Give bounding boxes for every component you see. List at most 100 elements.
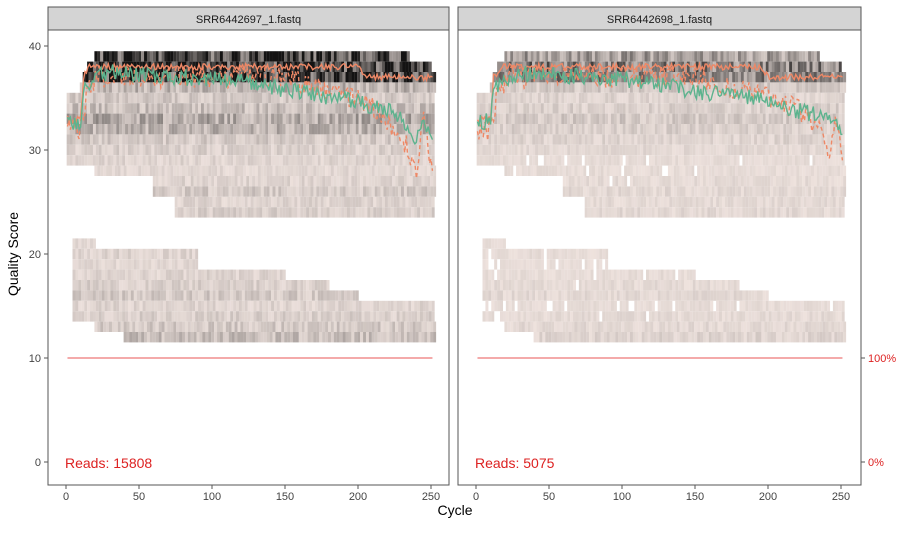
heatmap-cell [133,248,137,260]
heatmap-cell [218,155,222,166]
heatmap-cell [399,207,403,218]
heatmap-cell [291,103,295,114]
heatmap-cell [225,321,229,332]
heatmap-cell [581,92,585,104]
heatmap-cell [523,280,527,291]
heatmap-cell [695,196,699,208]
heatmap-cell [256,144,260,156]
heatmap-cell [584,300,588,312]
heatmap-cell [659,82,663,93]
heatmap-cell [90,311,94,322]
heatmap-cell [758,82,762,93]
heatmap-cell [754,290,758,301]
heatmap-cell [313,72,317,83]
heatmap-cell [259,269,263,280]
heatmap-cell [625,300,629,312]
heatmap-cell [770,176,774,187]
heatmap-cell [482,311,486,322]
heatmap-cell [713,280,717,291]
heatmap-cell [612,82,616,93]
heatmap-cell [214,165,218,176]
heatmap-cell [808,82,812,93]
heatmap-cell [132,82,136,93]
heatmap-cell [211,332,215,343]
heatmap-cell [812,196,816,208]
heatmap-cell [303,280,307,291]
heatmap-cell [835,207,839,218]
heatmap-cell [402,124,406,135]
heatmap-cell [384,155,388,166]
heatmap-cell [574,176,578,187]
heatmap-cell [527,165,531,176]
heatmap-cell [298,321,302,332]
heatmap-cell [72,300,76,312]
heatmap-cell [625,144,629,156]
heatmap-cell [665,176,668,187]
heatmap-cell [679,72,683,83]
heatmap-cell [101,248,105,260]
heatmap-cell [653,51,657,62]
heatmap-cell [341,103,345,114]
heatmap-cell [351,186,355,197]
heatmap-cell [157,259,161,270]
heatmap-cell [667,165,671,176]
heatmap-cell [505,92,509,104]
heatmap-cell [532,103,536,114]
heatmap-cell [244,103,248,114]
heatmap-cell [646,103,650,114]
heatmap-cell [368,51,372,62]
heatmap-cell [590,269,594,280]
heatmap-cell [160,300,164,312]
heatmap-cell [771,144,775,156]
heatmap-cell [364,196,368,208]
heatmap-cell [309,196,313,208]
heatmap-cell [263,165,267,176]
heatmap-cell [154,300,158,312]
heatmap-cell [781,82,785,93]
heatmap-cell [184,51,188,62]
heatmap-cell [573,155,577,166]
heatmap-cell [203,300,207,312]
heatmap-cell [338,311,342,322]
heatmap-cell [648,61,652,72]
heatmap-cell [361,61,365,72]
heatmap-cell [304,51,308,62]
heatmap-cell [352,124,356,135]
heatmap-cell [371,332,375,343]
heatmap-cell [415,186,419,197]
heatmap-cell [721,207,725,218]
heatmap-cell [716,103,720,114]
heatmap-cell [825,165,829,176]
heatmap-cell [113,134,117,145]
heatmap-cell [625,124,629,135]
heatmap-cell [101,103,105,114]
heatmap-cell [803,196,807,208]
heatmap-cell [69,144,73,156]
heatmap-cell [581,124,585,135]
heatmap-cell [167,176,171,187]
heatmap-cell [294,300,298,312]
heatmap-cell [171,92,175,104]
heatmap-cell [659,176,663,187]
heatmap-cell [564,134,568,145]
heatmap-cell [179,321,183,332]
heatmap-cell [406,82,410,93]
heatmap-cell [174,92,178,104]
heatmap-cell [222,332,226,343]
heatmap-cell [189,144,193,156]
heatmap-cell [125,144,129,156]
heatmap-cell [800,61,804,72]
heatmap-cell [783,300,787,312]
heatmap-cell [561,248,565,260]
heatmap-cell [803,124,807,135]
heatmap-cell [681,290,685,301]
heatmap-cell [238,300,242,312]
heatmap-cell [130,290,134,301]
heatmap-cell [262,113,266,124]
heatmap-cell [411,124,415,135]
heatmap-cell [120,165,124,176]
heatmap-cell [643,134,647,145]
heatmap-cell [332,196,336,208]
heatmap-cell [507,51,511,62]
heatmap-cell [310,186,314,197]
